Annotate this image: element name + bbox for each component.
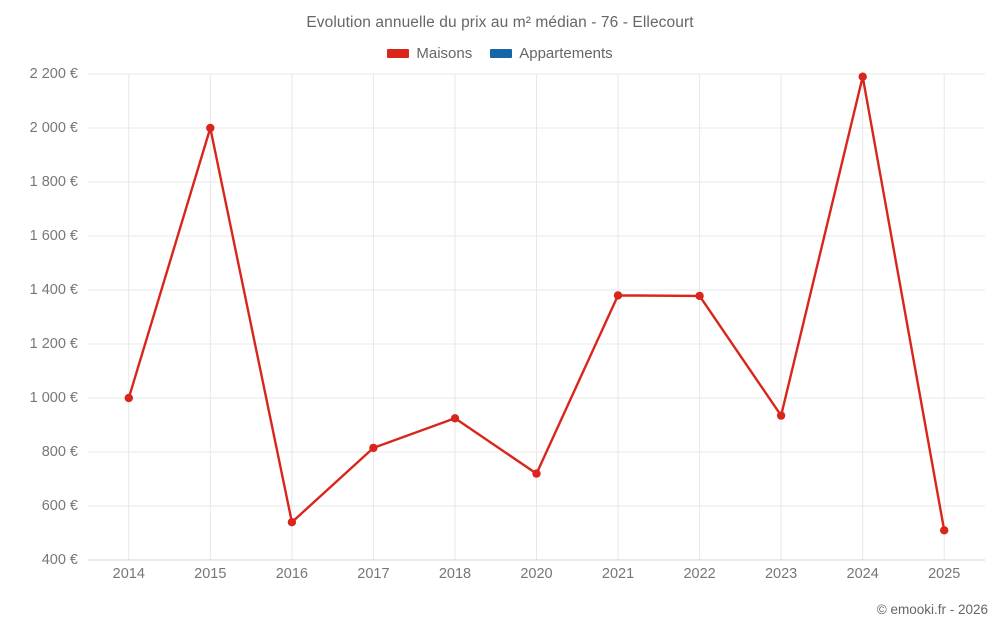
y-tick-label: 1 400 € [29, 282, 78, 298]
legend-label-appartements: Appartements [519, 45, 613, 62]
x-tick-label: 2025 [928, 566, 961, 582]
y-tick-label: 1 600 € [29, 228, 78, 244]
data-point[interactable] [613, 291, 623, 300]
data-point[interactable] [940, 526, 949, 535]
x-tick-label: 2024 [846, 566, 879, 582]
legend-item-maisons[interactable]: Maisons [387, 45, 472, 62]
y-axis: 400 € 600 € 800 € 1 000 € 1 200 € 1 400 € 1 60… [0, 0, 78, 625]
y-tick-label: 400 € [41, 552, 78, 568]
chart-title: Evolution annuelle du prix au m² médian … [306, 14, 694, 31]
legend-item-appartements[interactable]: Appartements [490, 45, 613, 62]
legend-swatch-maisons [387, 49, 410, 58]
data-point[interactable] [124, 393, 133, 403]
data-point[interactable] [776, 411, 786, 420]
data-point[interactable] [450, 414, 460, 423]
legend-label-maisons: Maisons [416, 45, 473, 62]
data-point[interactable] [369, 443, 378, 453]
x-tick-label: 2021 [601, 566, 635, 582]
data-point[interactable] [287, 518, 297, 527]
x-tick-label: 2022 [683, 566, 716, 582]
y-tick-label: 1 800 € [29, 174, 78, 190]
data-point[interactable] [532, 469, 541, 478]
x-tick-label: 2015 [194, 566, 227, 582]
data-point[interactable] [858, 72, 867, 81]
legend-swatch-appartements [490, 49, 513, 58]
x-tick-label: 2018 [438, 566, 472, 582]
x-tick-label: 2020 [520, 566, 553, 582]
y-tick-label: 1 200 € [29, 336, 78, 352]
chart-legend: Maisons Appartements [0, 45, 1000, 62]
x-tick-label: 2016 [275, 566, 308, 582]
y-tick-label: 2 200 € [29, 66, 78, 82]
data-point[interactable] [695, 291, 704, 301]
y-tick-label: 2 000 € [29, 120, 78, 136]
x-tick-label: 2023 [764, 566, 798, 582]
credit-text: © emooki.fr - 2026 [876, 602, 988, 617]
x-tick-label: 2017 [357, 566, 390, 582]
y-tick-label: 600 € [41, 498, 78, 514]
y-tick-label: 800 € [41, 444, 78, 460]
series-maisons [124, 72, 949, 535]
x-tick-label: 2014 [112, 566, 145, 582]
grid-lines [88, 73, 985, 561]
data-point[interactable] [206, 123, 215, 133]
y-tick-label: 1 000 € [29, 390, 78, 406]
